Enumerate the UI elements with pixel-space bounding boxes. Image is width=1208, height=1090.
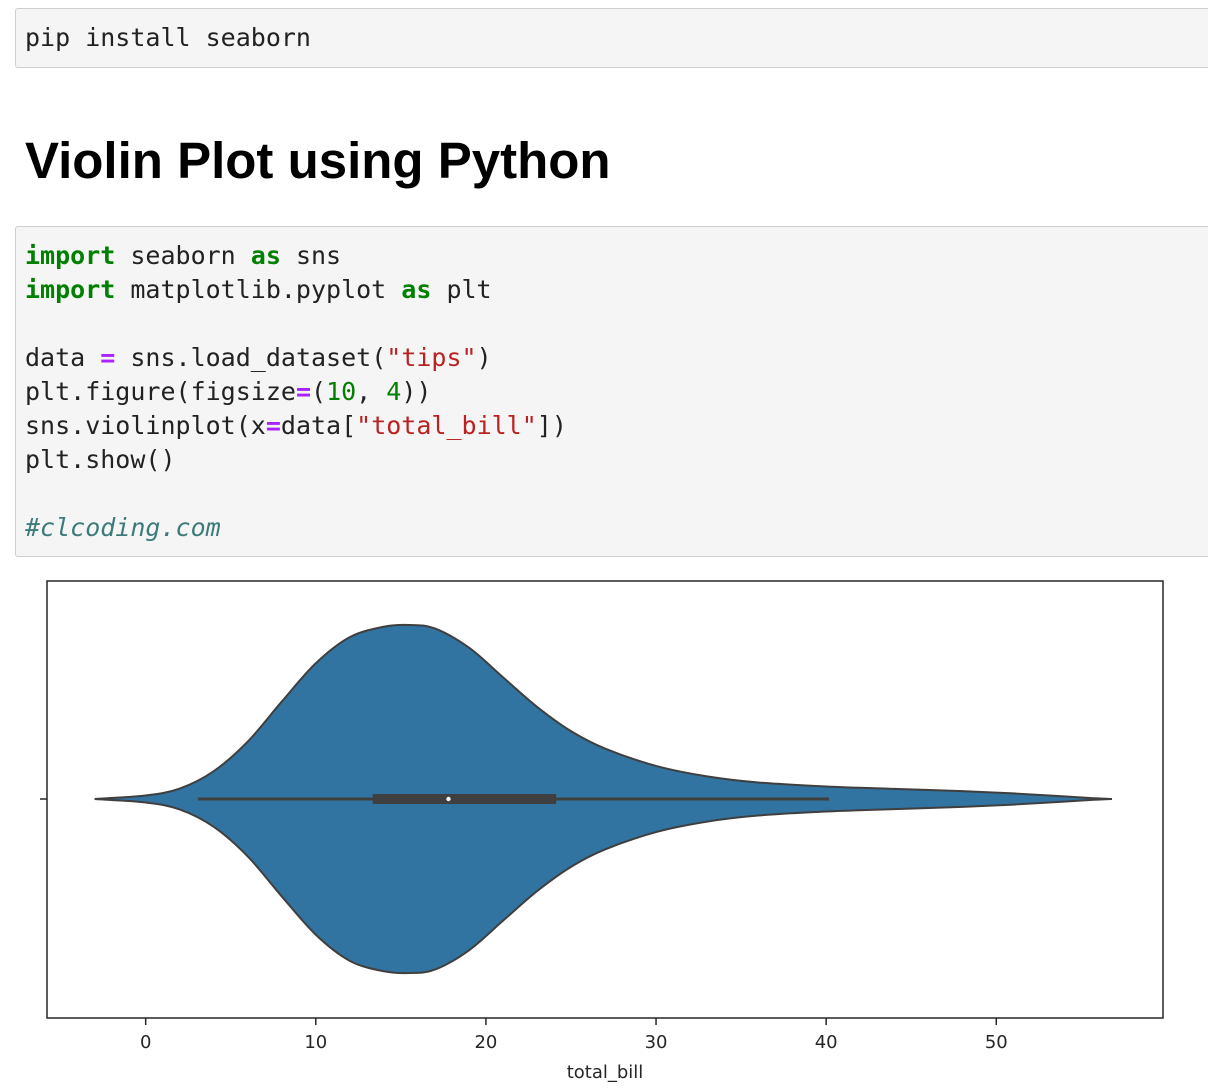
code-line-5: plt.figure(figsize=(10, 4)) <box>25 375 1208 409</box>
bracket-close: ]) <box>536 411 567 440</box>
index-data: data[ <box>280 411 357 440</box>
comma: , <box>356 377 387 406</box>
keyword-as: as <box>250 241 281 270</box>
x-tick-label: 20 <box>474 1032 497 1053</box>
string-tips: "tips" <box>386 343 477 372</box>
call-violinplot: sns.violinplot(x <box>25 411 266 440</box>
install-code: pip install seaborn <box>25 23 311 52</box>
operator-equals: = <box>265 411 281 440</box>
x-tick-label: 40 <box>815 1032 838 1053</box>
keyword-as: as <box>401 275 432 304</box>
operator-equals: = <box>295 377 311 406</box>
python-code-cell[interactable]: import seaborn as sns import matplotlib.p… <box>15 226 1208 557</box>
module-seaborn: seaborn <box>115 241 251 270</box>
string-total-bill: "total_bill" <box>356 411 537 440</box>
violin-chart: 0 10 20 30 40 50 total_bill <box>40 580 1164 1083</box>
code-line-9: #clcoding.com <box>25 511 1208 545</box>
paren-close: )) <box>401 377 432 406</box>
paren-close: ) <box>476 343 492 372</box>
code-line-6: sns.violinplot(x=data["total_bill"]) <box>25 409 1208 443</box>
x-axis-ticks: 0 10 20 30 40 50 <box>140 1018 1008 1053</box>
paren-open: ( <box>311 377 327 406</box>
operator-equals: = <box>100 343 116 372</box>
code-line-2: import matplotlib.pyplot as plt <box>25 273 1208 307</box>
code-comment: #clcoding.com <box>25 513 221 542</box>
module-matplotlib: matplotlib.pyplot <box>115 275 402 304</box>
x-tick-label: 50 <box>985 1032 1008 1053</box>
var-data: data <box>25 343 101 372</box>
code-line-blank <box>25 307 1208 341</box>
x-tick-label: 10 <box>304 1032 327 1053</box>
x-axis-label: total_bill <box>567 1062 644 1083</box>
x-tick-label: 0 <box>140 1032 151 1053</box>
code-line-1: import seaborn as sns <box>25 239 1208 273</box>
code-line-blank <box>25 477 1208 511</box>
keyword-import: import <box>25 241 116 270</box>
x-tick-label: 30 <box>645 1032 668 1053</box>
median-marker <box>446 796 451 802</box>
alias-sns: sns <box>280 241 342 270</box>
alias-plt: plt <box>431 275 492 304</box>
call-figure: plt.figure(figsize <box>25 377 296 406</box>
code-line-4: data = sns.load_dataset("tips") <box>25 341 1208 375</box>
iqr-box <box>372 794 557 804</box>
code-line-7: plt.show() <box>25 443 1208 477</box>
code-block: import seaborn as sns import matplotlib.p… <box>25 239 1208 545</box>
call-load-dataset: sns.load_dataset( <box>115 343 387 372</box>
number-10: 10 <box>326 377 357 406</box>
call-show: plt.show() <box>25 445 176 474</box>
install-code-cell[interactable]: pip install seaborn <box>15 8 1208 68</box>
box-layer <box>197 794 830 804</box>
keyword-import: import <box>25 275 116 304</box>
section-heading: Violin Plot using Python <box>25 132 611 189</box>
number-4: 4 <box>386 377 402 406</box>
